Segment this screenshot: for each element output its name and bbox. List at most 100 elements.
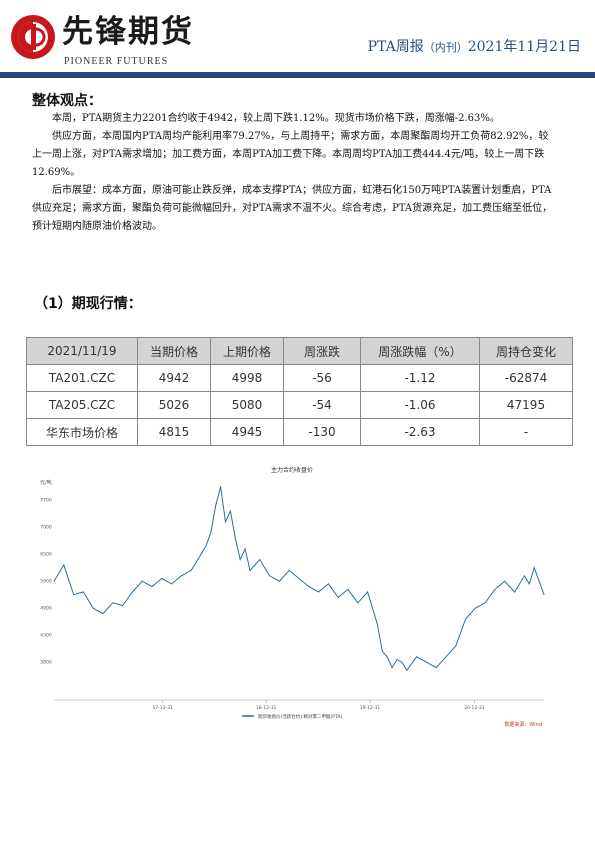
data-point [205,545,207,547]
data-point [538,580,540,582]
data-point [435,667,437,668]
y-tick-label: 7700 [40,498,52,504]
table-cell: -1.12 [360,364,480,392]
column-header: 周涨跌幅（%） [360,337,480,365]
data-point [132,591,133,593]
data-point [367,591,368,593]
data-point [357,602,359,604]
data-point [225,521,226,523]
data-point [386,656,388,658]
logo-english: PIONEER FUTURES [64,56,169,67]
data-point [269,575,270,577]
table-cell: 4945 [210,418,284,446]
data-point [391,667,393,668]
summary-paragraph-2: 供应方面，本周国内PTA周均产能利用率79.27%，与上周持平；需求方面，本周聚… [32,131,549,178]
y-tick-label: 7000 [40,525,52,531]
data-point [215,505,217,506]
data-point [244,548,246,550]
data-point [318,591,319,593]
summary-paragraph-1: 本周，PTA期货主力2201合约收于4942，较上周下跌1.12%。现货市场价格… [52,113,500,124]
title-main: PTA周报 [367,39,424,55]
quote-table: 2021/11/19 当期价格 上期价格 周涨跌 周涨跌幅（%） 周持仓变化 T… [26,337,573,446]
x-tick-label: 17-12-31 [153,705,174,711]
data-point [83,591,84,593]
x-tick-label: 18-12-31 [256,705,277,711]
data-point [514,591,515,593]
summary-paragraph-3: 后市展望：成本方面，原油可能止跌反弹，成本支撑PTA；供应方面，虹港石化150万… [32,185,553,232]
data-point [455,645,457,647]
column-header: 上期价格 [210,337,284,365]
data-point [298,578,300,579]
table-cell: -62874 [479,364,573,392]
data-point [381,651,383,652]
table-cell: 47195 [479,391,573,419]
chart-title: 主力合约收盘价 [271,466,313,474]
x-tick-label: 19-12-31 [360,705,381,711]
table-cell: 4998 [210,364,284,392]
data-point [230,510,231,512]
data-point [406,669,408,671]
data-point [249,570,251,571]
data-point [504,580,506,582]
data-point [416,656,417,658]
y-tick-label: 5900 [40,579,52,585]
data-point [328,583,329,585]
title-sub: （内刊） [423,41,468,54]
table-cell: -130 [283,418,361,446]
column-header: 周持仓变化 [479,337,573,365]
table-cell: -1.06 [360,391,480,419]
table-cell: - [479,418,573,446]
data-point [337,597,339,598]
data-point [73,594,74,596]
quotes-heading: （1）期现行情： [34,293,142,313]
logo-icon [11,15,55,59]
column-header: 周涨跌 [283,337,361,365]
table-cell: -56 [283,364,361,392]
data-point [239,559,241,560]
data-point [484,602,486,604]
document-title: PTA周报（内刊）2021年11月21日 [368,36,581,56]
table-cell: -54 [283,391,361,419]
table-cell: 华东市场价格 [26,418,138,446]
y-tick-label: 3800 [40,660,52,666]
table-cell: 5026 [137,391,211,419]
table-cell: TA201.CZC [26,364,138,392]
table-cell: -2.63 [360,418,480,446]
data-point [92,607,94,609]
data-point [308,586,310,587]
x-tick-label: 20-12-31 [464,705,485,711]
data-point [220,486,222,488]
data-point [210,532,212,533]
table-row: TA205.CZC 5026 5080 -54 -1.06 47195 [26,391,573,419]
quotes-heading-text: （1）期现行情： [34,296,142,312]
data-point [171,583,173,585]
data-point [200,553,202,555]
data-point [528,583,530,585]
data-point [122,605,123,606]
table-header-row: 2021/11/19 当期价格 上期价格 周涨跌 周涨跌幅（%） 周持仓变化 [26,337,573,365]
summary-heading: 整体观点： [32,93,102,109]
data-point [190,570,192,571]
data-point [279,580,280,582]
data-point [112,602,114,604]
page-header: 先锋期货 PIONEER FUTURES PTA周报（内刊）2021年11月21… [0,0,595,80]
column-header: 2021/11/19 [26,337,138,365]
y-tick-label: 4900 [40,606,52,612]
data-point [475,607,476,609]
data-point [494,588,496,590]
data-point [465,618,466,620]
legend-label: 期货收盘价(活跃合约):精对苯二甲酸(PTA) [258,713,342,720]
data-point [161,578,163,579]
data-point [141,580,143,582]
data-point [151,586,153,587]
data-point [181,575,182,577]
data-point [53,580,55,582]
data-point [234,537,236,539]
data-point [259,559,261,560]
table-cell: 4942 [137,364,211,392]
y-axis-label: 元/吨 [40,479,52,486]
header-rule [0,72,595,78]
y-tick-label: 4300 [40,633,52,639]
y-tick-label: 6500 [40,552,52,558]
table-row: 华东市场价格 4815 4945 -130 -2.63 - [26,418,573,446]
